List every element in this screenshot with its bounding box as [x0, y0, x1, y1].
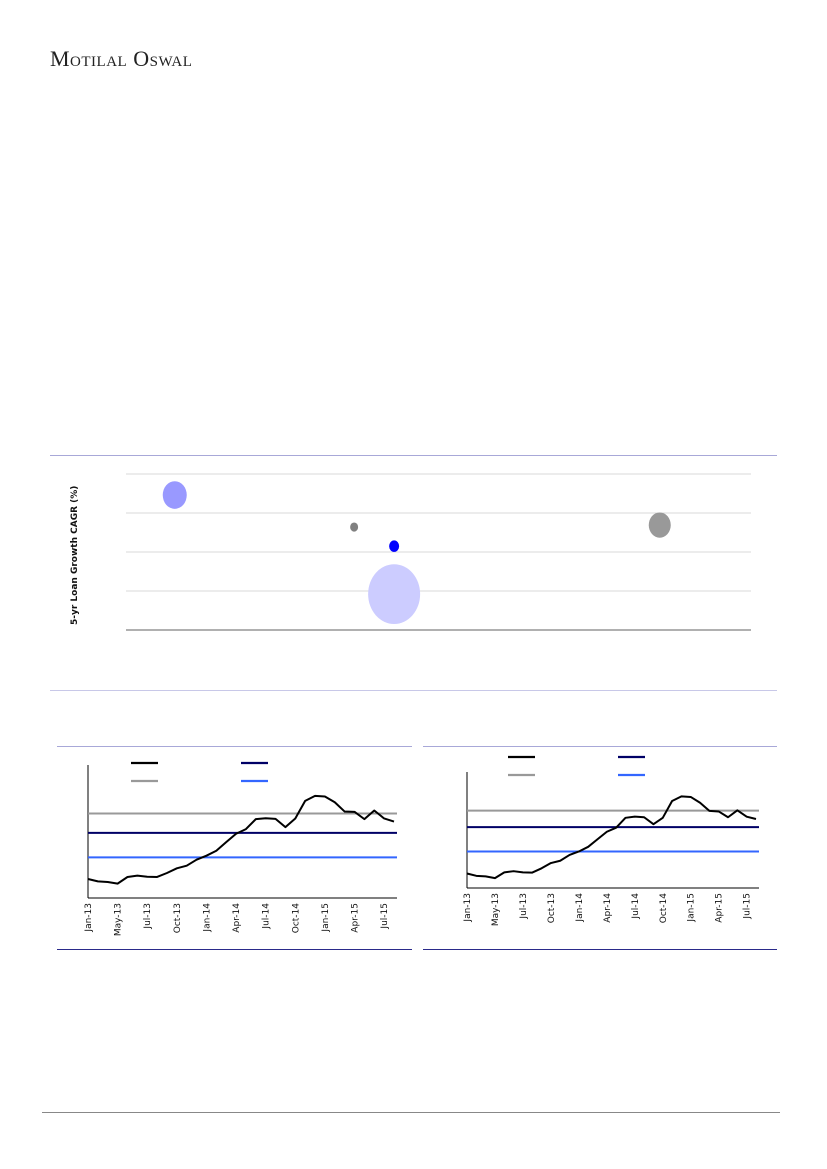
x-tick-label: Jan-13 [84, 903, 94, 933]
bubble-chart-top-rule [50, 455, 777, 456]
x-tick-label: Oct-14 [659, 893, 669, 924]
right-chart-bottom-rule [423, 949, 777, 950]
bubble-point [368, 564, 421, 625]
x-tick-label: Jul-13 [143, 903, 153, 930]
x-tick-label: Jan-14 [202, 903, 212, 933]
x-tick-label: Jan-13 [463, 893, 473, 923]
left-chart-top-rule [57, 746, 412, 747]
bubble-point [389, 540, 400, 552]
left-chart-bottom-rule [57, 949, 412, 950]
x-tick-label: Oct-13 [547, 893, 557, 923]
x-tick-label: Apr-15 [715, 893, 725, 923]
x-tick-label: Apr-14 [603, 893, 613, 923]
bubble-point [350, 522, 359, 532]
bubble-point [162, 481, 187, 509]
x-tick-label: Jan-15 [687, 893, 697, 923]
footer-rule [42, 1112, 780, 1113]
x-tick-label: Jul-13 [519, 893, 529, 920]
bubble-chart-bottom-rule [50, 690, 777, 691]
x-tick-label: Apr-15 [351, 903, 361, 933]
x-tick-label: Jul-14 [631, 893, 641, 920]
series-line [466, 795, 757, 880]
x-tick-label: Oct-13 [173, 903, 183, 933]
motilal-oswal-logo: Motilal Oswal [50, 46, 193, 71]
bubble-chart-y-axis-label: 5-yr Loan Growth CAGR (%) [70, 486, 80, 625]
x-tick-label: May-13 [114, 903, 124, 936]
series-line [87, 794, 395, 885]
x-tick-label: Jan-14 [575, 893, 585, 923]
x-tick-label: Jul-15 [743, 893, 753, 920]
x-tick-label: Jul-15 [380, 903, 390, 930]
x-tick-label: May-13 [491, 893, 501, 926]
x-tick-label: Jul-14 [262, 903, 272, 930]
x-tick-label: Jan-15 [321, 903, 331, 933]
bubble-point [648, 512, 671, 538]
right-chart-top-rule [423, 746, 777, 747]
x-tick-label: Apr-14 [232, 903, 242, 933]
x-tick-label: Oct-14 [291, 903, 301, 934]
